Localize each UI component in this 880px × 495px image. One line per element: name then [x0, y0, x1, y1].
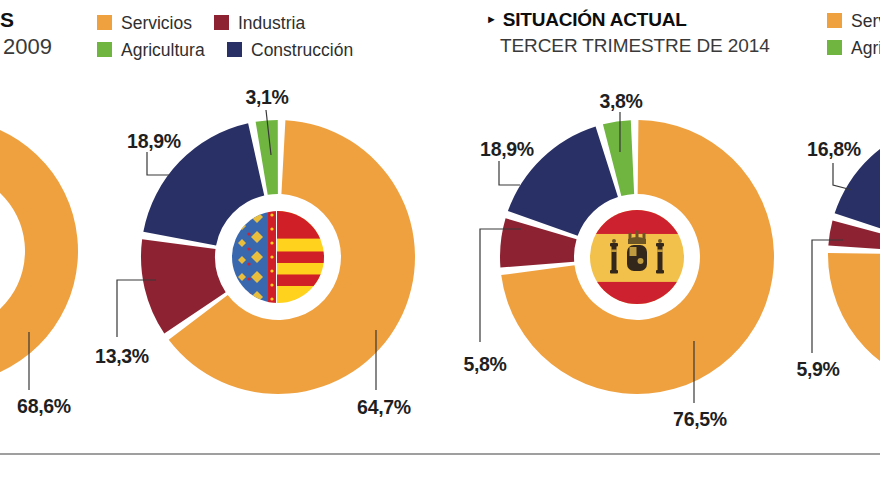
infographic: S 2009 ►SITUACIÓN ACTUAL TERCER TRIMESTR… [0, 0, 880, 495]
comunitat-valenciana-2009-value-label-agricultura: 3,1% [245, 86, 288, 109]
bottom-divider [0, 453, 880, 455]
comunitat-valenciana-2014-value-label-construcción: 16,8% [807, 138, 861, 161]
comunitat-valenciana-2009-value-label-industria: 13,3% [95, 345, 149, 368]
chart-labels-layer: 68,6% 64,7% 13,3% 18,9% 3,1% 76,5% 5,8% 18,9% 3,… [0, 0, 880, 495]
espana-2014-value-label-construcción: 18,9% [480, 138, 534, 161]
espana-2014-value-label-industria: 5,8% [463, 353, 506, 376]
espana-2014-value-label-agricultura: 3,8% [599, 90, 642, 113]
comunitat-valenciana-2009-value-label-construcción: 18,9% [127, 130, 181, 153]
comunitat-valenciana-2014-value-label-industria: 5,9% [796, 358, 839, 381]
espana-2009-value-label-servicios: 68,6% [17, 395, 71, 418]
espana-2014-value-label-servicios: 76,5% [673, 408, 727, 431]
comunitat-valenciana-2009-value-label-servicios: 64,7% [357, 396, 411, 419]
